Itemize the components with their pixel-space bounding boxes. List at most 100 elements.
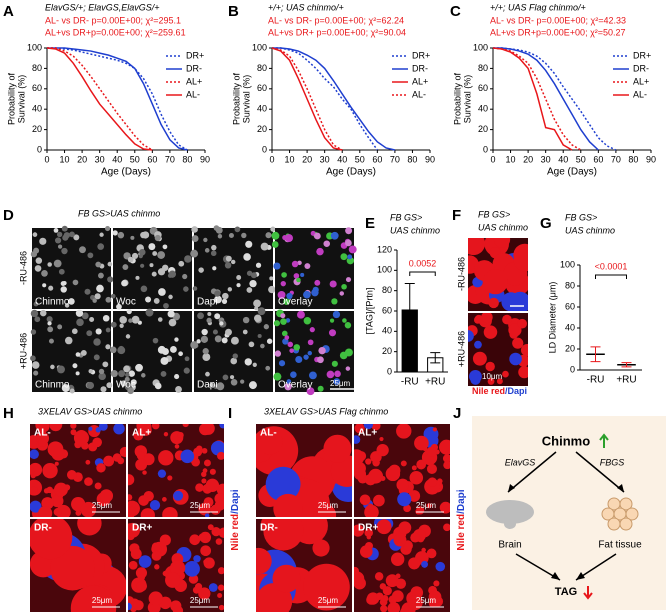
cell — [34, 316, 41, 323]
x-tick-label: +RU — [425, 377, 445, 388]
channel-label: Dapi — [197, 380, 218, 391]
y-tick-label: 100 — [377, 265, 392, 275]
cell — [342, 318, 347, 323]
cell — [269, 276, 274, 281]
cell — [303, 290, 311, 299]
cell — [75, 352, 81, 357]
droplet — [474, 340, 482, 349]
cell — [126, 308, 132, 315]
droplet — [354, 424, 365, 434]
droplet — [408, 557, 421, 570]
droplet — [312, 539, 330, 557]
cell — [340, 253, 348, 261]
quadrant-label: DR+ — [132, 523, 152, 534]
droplet — [128, 523, 133, 529]
droplet — [94, 482, 102, 490]
cell — [174, 374, 180, 380]
panel-letter: C — [450, 3, 461, 20]
channel-label: Chinmo — [35, 297, 70, 308]
cell — [345, 277, 352, 283]
fat-cell — [625, 507, 639, 521]
droplet — [397, 492, 412, 507]
quadrant-label: AL+ — [358, 428, 377, 439]
stain-label: Nile red/Dapi — [472, 386, 527, 396]
x-tick-label: 40 — [337, 154, 347, 164]
cell — [69, 388, 75, 394]
cell — [105, 344, 111, 350]
cell — [255, 262, 262, 268]
y-tick-label: 40 — [382, 326, 392, 336]
droplet — [391, 590, 404, 603]
cell — [130, 235, 135, 240]
fat-cell — [607, 517, 621, 531]
cell — [50, 364, 55, 370]
cell — [153, 298, 160, 304]
y-tick-label: 60 — [257, 83, 267, 93]
cell — [273, 320, 281, 327]
title: FB GS> — [478, 209, 510, 219]
droplet — [184, 561, 200, 577]
droplet — [30, 500, 42, 513]
y-tick-label: 40 — [478, 104, 488, 114]
cell — [98, 368, 105, 375]
droplet — [380, 605, 388, 612]
droplet — [508, 323, 522, 337]
x-tick-label: 20 — [523, 154, 533, 164]
droplet — [136, 580, 148, 592]
droplet — [180, 449, 195, 464]
cell — [174, 337, 179, 342]
stain-label: Nile red/Dapi — [230, 489, 241, 550]
cell — [152, 337, 159, 344]
cell — [94, 293, 101, 300]
edge-label: FBGS — [600, 457, 625, 467]
x-tick-label: 60 — [593, 154, 603, 164]
droplet — [481, 313, 493, 324]
y-tick-label: 80 — [565, 280, 575, 290]
droplet — [260, 519, 281, 534]
droplet — [96, 463, 106, 473]
droplet — [323, 434, 352, 463]
micrograph — [194, 228, 273, 309]
y-tick-label: 0 — [483, 144, 488, 154]
micrograph-group — [468, 238, 528, 311]
cell — [154, 382, 162, 390]
droplet — [385, 574, 399, 588]
droplet — [154, 564, 160, 570]
stain-red: Nile red — [456, 514, 467, 551]
panel-letter: H — [3, 405, 14, 422]
annotation: AL+vs DR+p=0.00E+00; χ²=259.61 — [45, 27, 186, 37]
droplet — [211, 526, 221, 537]
droplet — [77, 519, 102, 536]
cell — [331, 298, 338, 305]
droplet — [54, 482, 68, 497]
droplet — [103, 455, 115, 467]
droplet — [512, 337, 524, 349]
annotation: AL- vs DR- p=0.00E+00; χ²=42.33 — [490, 15, 626, 25]
cell — [96, 284, 104, 293]
cell — [328, 329, 337, 337]
droplet — [128, 474, 135, 486]
cell — [95, 261, 102, 268]
channel-label: Dapi — [197, 297, 218, 308]
cell — [116, 303, 122, 310]
y-tick-label: 100 — [27, 42, 42, 52]
droplet — [400, 460, 407, 467]
cell — [64, 303, 70, 308]
cell — [344, 322, 352, 329]
cell — [281, 272, 287, 278]
cell — [225, 255, 232, 262]
scale-label: 10μm — [482, 372, 503, 381]
droplet — [390, 552, 405, 566]
droplet — [359, 494, 371, 506]
cell — [329, 280, 337, 288]
droplet — [85, 459, 91, 465]
cell — [72, 363, 78, 369]
cell — [110, 321, 117, 328]
droplet — [169, 560, 186, 576]
droplet — [133, 600, 144, 611]
cell — [107, 276, 114, 283]
scale-label: 25μm — [330, 379, 351, 388]
cell — [345, 366, 351, 371]
cell — [341, 283, 347, 290]
cell — [246, 287, 253, 293]
